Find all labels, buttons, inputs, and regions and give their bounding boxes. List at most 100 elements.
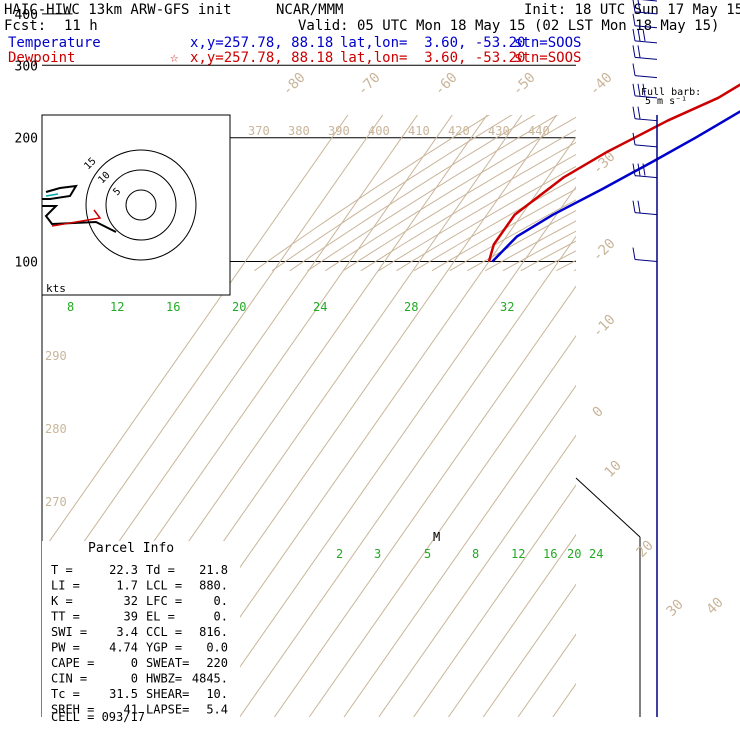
parcel-row-value-b: 0.	[214, 610, 228, 624]
parcel-cell: CELL = 093/17	[51, 710, 145, 724]
valid-time: Valid: 05 UTC Mon 18 May 15 (02 LST Mon …	[298, 18, 720, 34]
dry-adiabat-label: 290	[45, 349, 67, 363]
wind-barb-shaft	[634, 11, 658, 15]
isotherm-label: -70	[355, 70, 384, 99]
wet-bulb-label: 16	[166, 300, 180, 314]
theta-label: 420	[448, 124, 470, 138]
wind-barb-flag	[637, 0, 641, 12]
hodograph-trace-upper	[42, 184, 78, 200]
wind-barb-shaft	[634, 118, 658, 122]
init-time: Init: 18 UTC Sun 17 May 15	[524, 2, 740, 18]
parcel-row-label-b: LCL =	[146, 579, 182, 593]
moist-adiabat	[628, 0, 740, 138]
mixing-ratio-label: 3	[374, 547, 381, 561]
barb-legend-line1: Full barb:	[641, 87, 701, 98]
moist-adiabats	[552, 0, 740, 138]
parcel-row-value-a: 0	[131, 672, 138, 686]
isobar-label: 400	[15, 8, 38, 23]
hodograph-unit: kts	[46, 282, 66, 295]
moist-adiabat	[552, 0, 740, 138]
theta-label: 410	[408, 124, 430, 138]
parcel-row-value-b: 21.8	[199, 563, 228, 577]
dry-adiabat	[556, 259, 576, 272]
parcel-row-label-b: SWEAT=	[146, 656, 189, 670]
hodograph-trace-lower	[42, 205, 117, 233]
legend-dewpoint-marker: ☆	[170, 50, 179, 66]
wet-bulb-label: 28	[404, 300, 418, 314]
wind-barb-flag	[637, 28, 641, 41]
theta-label: 400	[368, 124, 390, 138]
model-title: HAIC-HIWC 13km ARW-GFS init	[4, 2, 232, 18]
wet-bulb-label: 8	[67, 300, 74, 314]
wind-barb-flag	[642, 28, 646, 41]
parcel-row-value-b: 220	[206, 656, 228, 670]
isotherm-label: -80	[280, 70, 309, 99]
parcel-row-value-a: 31.5	[109, 687, 138, 701]
isotherm-label: -40	[587, 70, 616, 99]
wind-barb-flag	[637, 106, 641, 119]
wet-bulb-label: 20	[232, 300, 246, 314]
parcel-row-label-a: SREH =	[51, 703, 94, 717]
hodograph-ring	[105, 169, 177, 241]
parcel-row-value-a: 41	[124, 703, 138, 717]
parcel-info-box: Parcel Info T = 22.3 Td = 21.8 LI = 1.7 LCL = 88…	[42, 541, 240, 724]
mixing-ratio-label: 24	[589, 547, 603, 561]
parcel-row-value-a: 22.3	[109, 563, 138, 577]
parcel-row-label-a: K =	[51, 594, 73, 608]
hodograph-trace-red	[51, 209, 102, 227]
isotherm-line	[517, 633, 576, 717]
parcel-row-label-a: CAPE =	[51, 656, 94, 670]
isotherm-label: 10	[602, 458, 625, 481]
theta-label: 430	[488, 124, 510, 138]
frame-diagonal	[575, 477, 641, 538]
hodograph-ring	[125, 189, 157, 221]
parcel-row-label-a: PW =	[51, 641, 80, 655]
isotherm-line	[413, 484, 576, 717]
isotherm-label: -50	[510, 70, 539, 99]
parcel-row-label-a: LI =	[51, 579, 80, 593]
parcel-row-label-b: LAPSE=	[146, 703, 189, 717]
parcel-row-value-b: 4845.	[192, 672, 228, 686]
isotherm-label: -20	[590, 236, 619, 265]
wind-barbs	[632, 0, 658, 717]
parcel-row-label-a: Tc =	[51, 687, 80, 701]
wind-barb-flag	[637, 200, 641, 213]
parcel-row-label-a: T =	[51, 563, 73, 577]
forecast-label: Fcst:	[4, 18, 47, 34]
parcel-row-label-b: YGP =	[146, 641, 182, 655]
wind-barb-flag	[632, 13, 636, 26]
parcel-row-label-a: TT =	[51, 610, 80, 624]
isotherm-line	[274, 285, 576, 717]
wet-bulb-label: 32	[500, 300, 514, 314]
wind-barb-flag	[632, 63, 636, 76]
hodograph-frame	[41, 114, 231, 296]
parcel-row-value-a: 3.4	[116, 625, 138, 639]
wind-barb-flag	[632, 0, 636, 12]
isotherm-line	[169, 136, 576, 717]
temperature-profile	[491, 110, 740, 263]
wind-barb-flag	[637, 83, 641, 96]
parcel-row-value-b: 0.	[214, 594, 228, 608]
theta-label: 370	[248, 124, 270, 138]
wind-barb-shaft	[634, 212, 658, 216]
isotherm-line	[204, 185, 576, 717]
isotherm-line	[42, 115, 384, 603]
isotherm-line	[657, 115, 740, 717]
isotherm-label: 20	[634, 538, 657, 561]
wind-barb-flag	[632, 83, 636, 96]
parcel-row-label-b: LFC =	[146, 594, 182, 608]
parcel-row-label-b: HWBZ=	[146, 672, 182, 686]
theta-label: 440	[528, 124, 550, 138]
parcel-row-label-a: CIN =	[51, 672, 87, 686]
mixing-ratio-label: 20	[567, 547, 581, 561]
wind-barb-shaft	[634, 75, 658, 79]
parcel-row-value-a: 4.74	[109, 641, 138, 655]
legend-dewpoint-label: Dewpoint	[8, 50, 76, 66]
isotherm-line	[239, 235, 576, 717]
parcel-row-value-a: 1.7	[116, 579, 138, 593]
legend-dewpoint-xy: x,y=257.78, 88.18	[190, 50, 334, 66]
parcel-row-label-b: EL =	[146, 610, 175, 624]
hodograph-trace-cyan	[45, 193, 59, 197]
wind-barb-shaft	[634, 25, 658, 29]
